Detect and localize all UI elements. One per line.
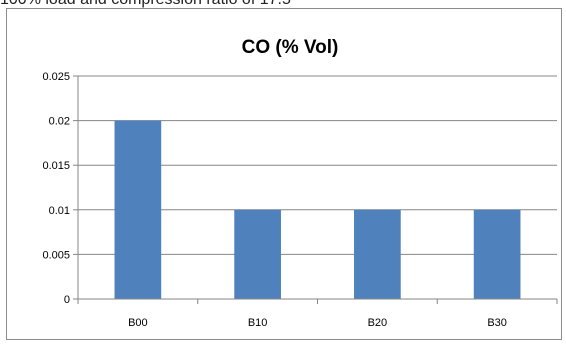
- y-tick-label: 0.015: [42, 160, 70, 172]
- y-tick-label: 0.01: [49, 205, 70, 217]
- chart-title: CO (% Vol): [242, 37, 339, 58]
- x-tick-labels: B00 B10 B20 B30: [128, 317, 507, 329]
- axes: [77, 76, 557, 300]
- x-tick-label: B00: [128, 317, 148, 329]
- bar-b10: [234, 209, 281, 299]
- y-tick-label: 0.025: [42, 71, 70, 83]
- chart-frame: [6, 8, 562, 340]
- y-tick-label: 0: [64, 294, 70, 306]
- bar-b30: [473, 209, 521, 299]
- x-tick-label: B10: [248, 317, 268, 329]
- bar-b00: [114, 120, 162, 299]
- bar-b20: [354, 209, 401, 299]
- figure-caption: 100% load and compression ratio of 17.5: [0, 0, 566, 11]
- y-tick-label: 0.005: [42, 249, 70, 261]
- x-tick-label: B30: [487, 317, 507, 329]
- y-tick-labels: 0 0.005 0.01 0.015 0.02 0.025: [42, 71, 70, 306]
- y-tick-label: 0.02: [49, 116, 70, 128]
- bars: [114, 120, 521, 299]
- x-tick-label: B20: [368, 317, 388, 329]
